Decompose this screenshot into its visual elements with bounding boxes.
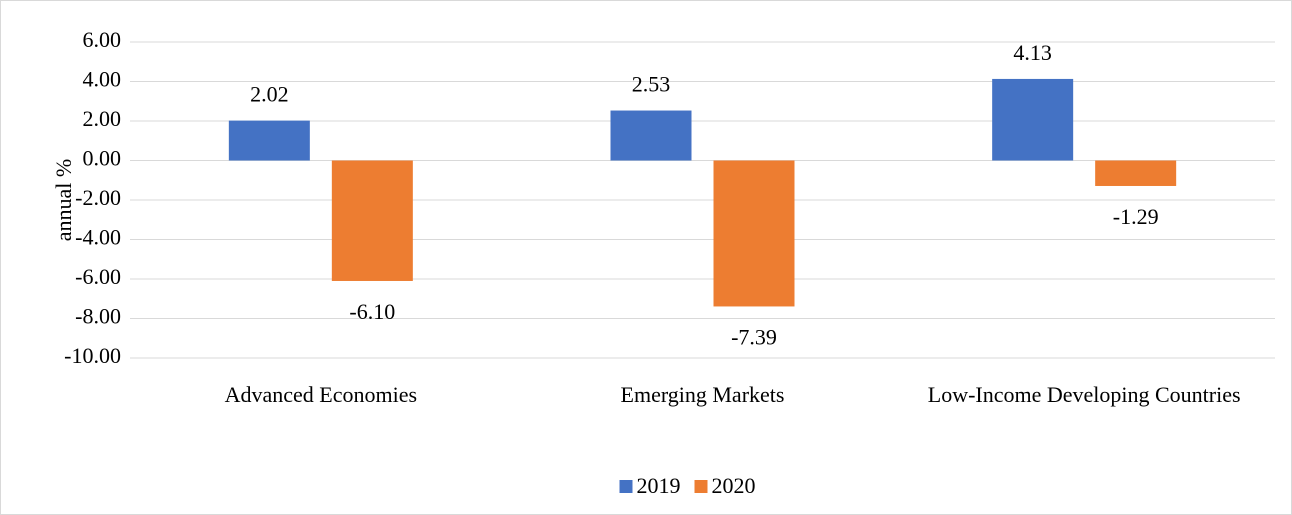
y-tick-label: -2.00 bbox=[75, 185, 121, 210]
bar bbox=[713, 160, 795, 307]
x-tick-label: Advanced Economies bbox=[224, 382, 418, 407]
legend-label: 2020 bbox=[712, 473, 756, 498]
y-tick-label: -10.00 bbox=[64, 343, 121, 368]
bar bbox=[610, 110, 692, 161]
y-axis-label: annual % bbox=[51, 159, 76, 241]
x-tick-label: Low-Income Developing Countries bbox=[927, 382, 1241, 407]
bar bbox=[992, 78, 1074, 161]
data-label: -7.39 bbox=[731, 324, 777, 349]
data-label: 2.02 bbox=[250, 82, 289, 107]
x-tick-label: Emerging Markets bbox=[620, 382, 785, 407]
bar bbox=[331, 160, 413, 281]
data-label: -1.29 bbox=[1113, 204, 1159, 229]
y-tick-label: -8.00 bbox=[75, 304, 121, 329]
data-label: 4.13 bbox=[1013, 40, 1052, 65]
legend-swatch bbox=[694, 480, 708, 493]
data-label: -6.10 bbox=[349, 299, 395, 324]
bar bbox=[1095, 160, 1177, 186]
y-tick-label: -6.00 bbox=[75, 264, 121, 289]
y-tick-label: 6.00 bbox=[83, 27, 122, 52]
y-tick-label: 0.00 bbox=[83, 146, 122, 171]
y-tick-label: -4.00 bbox=[75, 225, 121, 250]
data-label: 2.53 bbox=[632, 72, 671, 97]
y-tick-label: 2.00 bbox=[83, 106, 122, 131]
y-tick-label: 4.00 bbox=[83, 67, 122, 92]
legend-swatch bbox=[619, 480, 633, 493]
legend-label: 2019 bbox=[637, 473, 681, 498]
bar bbox=[228, 120, 310, 161]
